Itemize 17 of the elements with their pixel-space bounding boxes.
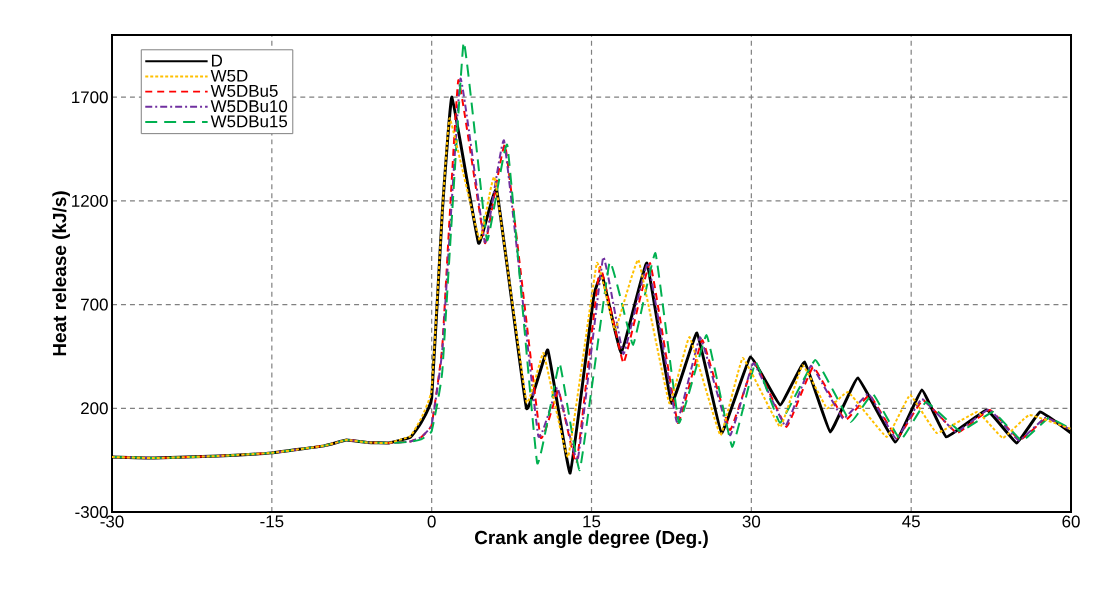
y-tick-label: 1200	[72, 194, 108, 207]
legend-label: W5DBu15	[210, 115, 288, 128]
x-tick-label: 0	[427, 515, 436, 528]
x-tick-label: 30	[742, 515, 761, 528]
y-axis-title: Heat release (kJ/s)	[52, 191, 70, 356]
y-tick-label: 1700	[72, 91, 108, 104]
legend-label: W5DBu5	[210, 85, 278, 97]
y-tick-label: 200	[81, 402, 108, 415]
x-tick-label: -15	[260, 515, 284, 528]
legend-label: W5DBu10	[210, 100, 288, 113]
x-axis-title: Crank angle degree (Deg.)	[475, 530, 708, 549]
legend-label: D	[212, 54, 223, 67]
legend-label: W5D	[210, 69, 248, 82]
x-tick-label: 15	[583, 515, 601, 528]
x-tick-label: 45	[902, 515, 920, 528]
y-tick-label: 700	[81, 298, 108, 311]
x-tick-label: 60	[1062, 515, 1080, 528]
